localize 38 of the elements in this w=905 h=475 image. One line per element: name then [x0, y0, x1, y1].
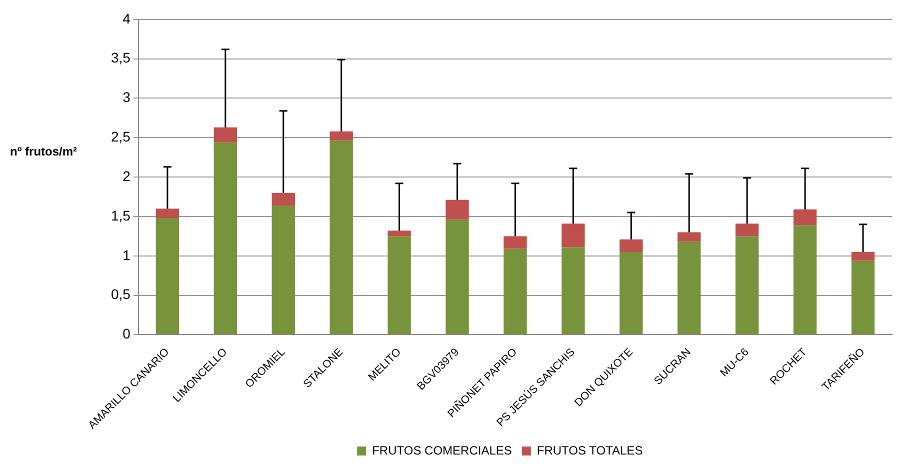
bar	[446, 220, 469, 334]
bar	[446, 200, 469, 220]
bar	[504, 236, 527, 249]
bar	[851, 260, 875, 334]
bar	[562, 224, 585, 248]
y-tick-label: 0	[122, 326, 131, 342]
bar	[793, 225, 817, 334]
y-tick-label: 1,5	[110, 207, 131, 224]
bar	[156, 218, 180, 334]
bar	[388, 236, 411, 334]
bar	[272, 205, 295, 334]
bar	[562, 247, 585, 334]
y-tick-label: 4	[122, 10, 131, 26]
bar	[214, 142, 237, 334]
y-axis-title: nº frutos/m²	[10, 144, 78, 158]
bar	[330, 140, 353, 334]
y-tick-label: 3,5	[110, 50, 131, 66]
bar	[851, 252, 875, 261]
y-tick-label: 3	[122, 89, 131, 106]
bar	[735, 236, 759, 334]
y-tick-label: 0,5	[110, 286, 131, 302]
bar	[678, 232, 701, 242]
bar	[272, 192, 295, 206]
bar	[793, 209, 817, 226]
y-tick-label: 2,5	[110, 128, 131, 145]
bar	[620, 239, 643, 252]
bar	[388, 230, 411, 236]
bar	[620, 252, 643, 334]
bar	[678, 242, 701, 334]
legend-label: FRUTOS TOTALES	[536, 443, 643, 458]
y-tick-label: 2	[122, 168, 131, 184]
bar	[330, 131, 353, 141]
bar	[214, 127, 237, 142]
bar	[735, 224, 759, 236]
y-tick-label: 1	[122, 246, 131, 263]
bar	[156, 208, 180, 218]
bar	[504, 248, 527, 334]
legend-label: FRUTOS COMERCIALES	[372, 443, 512, 458]
